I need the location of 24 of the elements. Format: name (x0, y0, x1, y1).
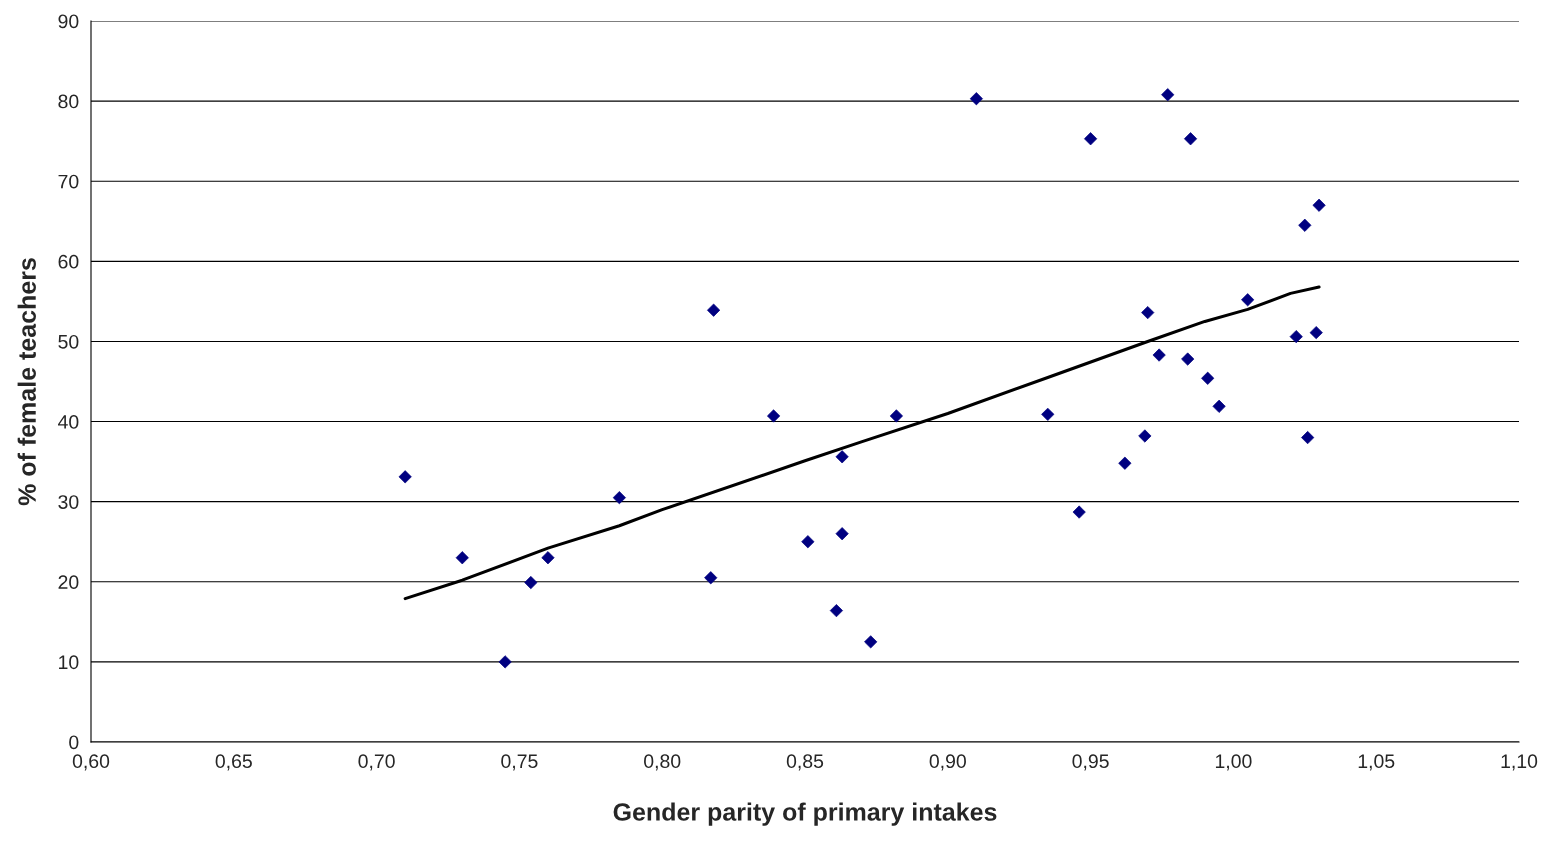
x-tick-label: 0,65 (215, 754, 252, 771)
y-tick-label: 70 (58, 174, 79, 189)
y-tick-label: 60 (58, 254, 79, 269)
y-axis-title: % of female teachers (17, 258, 36, 506)
y-tick-label: 80 (58, 94, 79, 109)
y-tick-label: 0 (69, 735, 79, 750)
x-tick-label: 0,90 (929, 754, 966, 771)
y-tick-label: 40 (58, 415, 79, 429)
y-tick-label: 10 (59, 655, 79, 670)
x-tick-label: 0,75 (501, 754, 538, 771)
x-tick-label: 1,00 (1215, 754, 1252, 771)
x-tick-label: 0,95 (1072, 754, 1109, 771)
x-tick-label: 0,80 (644, 754, 681, 771)
x-tick-label: 1,05 (1358, 754, 1395, 771)
x-axis-title: Gender parity of primary intakes (613, 802, 997, 826)
y-tick-label: 30 (58, 495, 79, 509)
point (829, 604, 843, 618)
y-tick-label: 50 (58, 334, 79, 349)
y-tick-label: 20 (58, 575, 79, 590)
x-tick-label: 0,85 (786, 754, 824, 771)
x-tick-label: 0,70 (358, 754, 395, 771)
x-tick-label: 0,60 (72, 754, 110, 771)
y-tick-label: 90 (58, 14, 79, 29)
x-tick-label: 1,10 (1501, 754, 1538, 771)
